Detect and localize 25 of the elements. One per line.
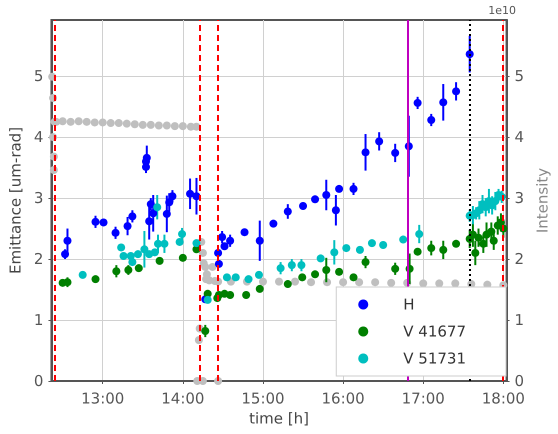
x-axis-title: time [h] [249,409,309,428]
legend-label: V 51731 [403,350,466,368]
x-tick-label: 15:00 [241,390,285,408]
y-axis-title: Emittance [um-rad] [6,126,24,274]
y2-tick-label: 0 [514,372,524,390]
x-tick-label: 17:00 [402,390,445,408]
y2-tick-label: 5 [514,67,524,86]
y-tick-label: 2 [34,250,44,268]
y-tick-label: 3 [34,189,44,208]
y2-tick-label: 1 [514,311,524,330]
text: 1e10 [488,4,516,17]
x-tick-label: 14:00 [161,390,204,408]
legend-label: V 41677 [403,322,466,340]
y-tick-label: 1 [34,311,44,330]
y-tick-label: 4 [34,128,44,146]
y2-tick-label: 2 [514,250,524,268]
y-tick-label: 5 [34,67,44,86]
x-tick-label: 13:00 [81,390,124,408]
y-tick-label: 0 [34,372,44,390]
x-tick-label: 18:00 [482,390,525,408]
y2-tick-label: 4 [514,128,524,146]
x-tick-label: 16:00 [321,390,365,408]
y2-tick-label: 3 [514,189,524,208]
legend-label: H [403,296,415,314]
y2-axis-title: Intensity [534,168,552,234]
